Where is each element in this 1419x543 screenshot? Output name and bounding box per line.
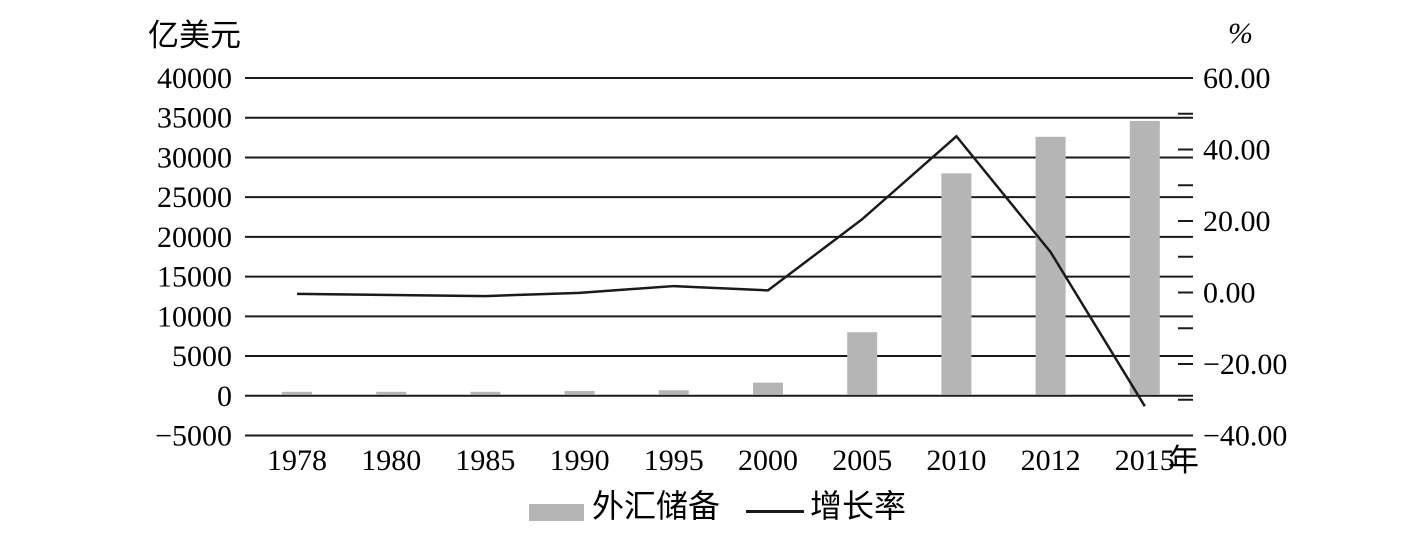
left-axis-tick-label: 30000	[157, 141, 232, 174]
right-axis-tick-label: 20.00	[1203, 205, 1271, 238]
left-axis-tick-label: 40000	[157, 62, 232, 95]
legend-bar-swatch-icon	[529, 504, 584, 521]
bar-2010	[941, 173, 972, 395]
x-axis-unit-label: 年	[1168, 443, 1199, 478]
bar-1985	[470, 391, 501, 395]
left-axis-tick-label: 10000	[157, 300, 232, 333]
bar-2015	[1129, 120, 1160, 395]
legend: 外汇储备 增长率	[40, 488, 1419, 527]
left-axis-tick-label: 5000	[172, 340, 232, 373]
legend-label-growth-rate: 增长率	[810, 488, 907, 524]
right-axis-tick-label: −40.00	[1203, 420, 1287, 453]
left-axis-tick-label: 25000	[157, 181, 232, 214]
bar-2012	[1035, 136, 1066, 395]
right-axis-tick-label: 0.00	[1203, 277, 1256, 310]
x-axis-label-1995: 1995	[644, 444, 704, 477]
right-axis-title: %	[1228, 17, 1253, 50]
left-axis-tick-label: 20000	[157, 221, 232, 254]
x-axis-label-1990: 1990	[550, 444, 610, 477]
growth-rate-line	[296, 134, 1146, 407]
plot-canvas: 4000035000300002500020000150001000050000…	[155, 62, 1287, 477]
x-axis-label-1980: 1980	[361, 444, 421, 477]
x-axis-label-2012: 2012	[1021, 444, 1081, 477]
x-axis-label-2010: 2010	[926, 444, 986, 477]
bar-1980	[376, 391, 407, 395]
bar-2000	[753, 382, 783, 395]
right-axis-tick-label: −20.00	[1203, 348, 1287, 381]
legend-label-reserves: 外汇储备	[592, 488, 721, 524]
left-axis-tick-label: −5000	[155, 420, 232, 453]
right-axis-tick-label: 40.00	[1203, 134, 1271, 167]
left-axis-tick-label: 0	[217, 380, 232, 413]
x-axis-label-1985: 1985	[455, 444, 515, 477]
x-axis-label-2000: 2000	[738, 444, 798, 477]
left-axis-tick-label: 35000	[157, 102, 232, 135]
legend-line-swatch-icon	[746, 510, 804, 513]
left-axis-title: 亿美元	[148, 18, 241, 53]
x-axis-label-2005: 2005	[832, 444, 892, 477]
bar-1995	[658, 390, 689, 395]
bar-2005	[847, 332, 878, 395]
chart-figure: 亿美元 % 40000 35000 30000 25000 20000 15000 1000…	[40, 16, 1419, 527]
bar-1990	[564, 391, 595, 395]
right-axis-tick-label: 60.00	[1203, 62, 1271, 95]
x-axis-label-1978: 1978	[267, 444, 327, 477]
x-axis-label-2015: 2015	[1115, 444, 1175, 477]
bar-1978	[282, 391, 312, 395]
left-axis-tick-label: 15000	[157, 261, 232, 294]
